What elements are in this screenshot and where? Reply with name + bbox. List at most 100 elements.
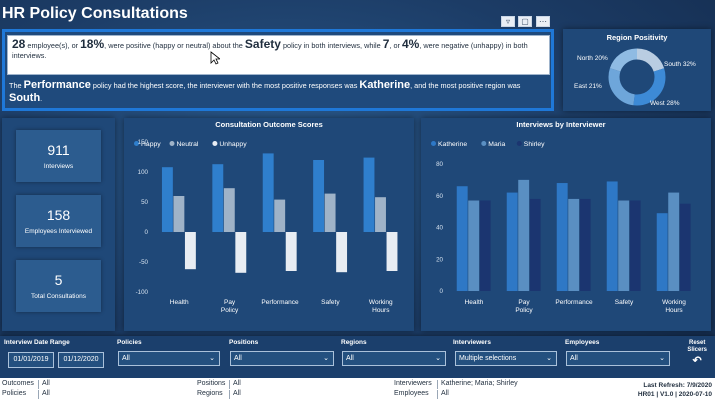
legend-swatch-shirley[interactable] [516,141,522,146]
slicer-bar: Interview Date Range 01/01/2019 01/12/20… [0,336,715,378]
bar-katherine-4[interactable] [656,213,668,291]
footer-divider [38,380,39,389]
bar-katherine-2[interactable] [556,183,568,291]
footer-positions-value: All [233,380,241,387]
footer-interviewers-value: Katherine; Maria; Shirley [441,380,518,387]
legend-swatch-katherine[interactable] [431,141,436,146]
donut-slice-west[interactable] [608,48,666,106]
donut-slice-east[interactable] [608,48,666,106]
policies-dropdown[interactable]: All ⌄ [118,351,220,366]
bar-neutral-0[interactable] [173,196,185,232]
interviewers-dropdown[interactable]: Multiple selections ⌄ [455,351,557,366]
bar-maria-4[interactable] [668,192,680,291]
category-label: Pay [224,299,236,306]
page-title: HR Policy Consultations [2,5,188,22]
bar-happy-4[interactable] [363,157,375,232]
bar-shirley-2[interactable] [579,198,591,291]
donut-label-north: North 20% [577,55,608,62]
report-version: HR01 | V1.0 | 2020-07-10 [637,391,712,398]
bar-katherine-0[interactable] [456,186,468,291]
date-end-input[interactable]: 01/12/2020 [58,352,104,368]
filter-summary-footer: Outcomes All Policies All Positions All … [0,378,715,402]
bar-shirley-3[interactable] [629,200,641,291]
legend-label-maria[interactable]: Maria [488,141,505,148]
summary-narrative-card: 28 employee(s), or 18%, were positive (h… [2,29,554,111]
donut-slice-south[interactable] [608,48,666,106]
interviews-by-interviewer-panel: Interviews by Interviewer Katherine Maria… [421,118,711,331]
bar-happy-1[interactable] [212,164,224,232]
undo-arrow-icon: ↶ [692,355,702,367]
y-tick-label: 0 [145,229,149,236]
bar-happy-0[interactable] [161,167,173,232]
legend-swatch-happy[interactable] [134,141,139,146]
employees-dropdown[interactable]: All ⌄ [566,351,670,366]
bar-neutral-4[interactable] [375,197,386,232]
bar-neutral-1[interactable] [223,188,235,232]
reset-slicers-button[interactable]: Reset Slicers ↶ [687,340,707,368]
filter-icon[interactable]: ▿ [501,16,515,27]
bar-maria-3[interactable] [618,200,630,291]
bar-unhappy-3[interactable] [336,232,348,273]
bar-unhappy-4[interactable] [386,232,398,271]
interviewers-dropdown-value: Multiple selections [459,355,517,362]
positions-slicer-label: Positions [229,339,259,346]
top-interviewer: Katherine [359,79,411,91]
legend-label-happy[interactable]: Happy [141,141,161,148]
policies-slicer-label: Policies [117,339,142,346]
negative-count: 7 [382,37,390,51]
bar-maria-0[interactable] [468,200,480,291]
footer-policies-value: All [42,390,50,397]
positive-pct: 18% [80,37,105,51]
donut-label-south: South 32% [664,61,696,68]
category-label: Safety [615,299,634,306]
bar-unhappy-2[interactable] [285,232,297,271]
kpi-consultations-card[interactable]: 5 Total Consultations [16,260,101,312]
kpi-employees-card[interactable]: 158 Employees Interviewed [16,195,101,247]
bar-neutral-3[interactable] [324,193,336,232]
footer-divider [229,380,230,389]
bar-shirley-1[interactable] [529,198,541,291]
y-tick-label: -50 [139,259,149,266]
kpi-consultations-label: Total Consultations [31,293,86,300]
bar-katherine-3[interactable] [606,181,618,291]
bar-shirley-0[interactable] [479,200,491,291]
bar-unhappy-1[interactable] [235,232,247,273]
category-label: Pay [518,299,530,306]
bar-katherine-1[interactable] [506,192,518,291]
bar-happy-2[interactable] [262,153,274,232]
legend-label-katherine[interactable]: Katherine [438,141,467,148]
footer-positions-label: Positions [197,380,226,387]
bar-shirley-4[interactable] [679,203,691,291]
bar-maria-1[interactable] [518,179,530,291]
positions-dropdown[interactable]: All ⌄ [230,351,334,366]
kpi-employees-value: 158 [46,207,71,223]
focus-mode-icon[interactable]: ▢ [518,16,532,27]
bar-neutral-2[interactable] [274,199,286,232]
legend-label-neutral[interactable]: Neutral [177,141,199,148]
legend-label-unhappy[interactable]: Unhappy [219,141,247,148]
regions-dropdown[interactable]: All ⌄ [342,351,446,366]
kpi-panel: 911 Interviews 158 Employees Interviewed… [2,118,115,331]
more-options-icon[interactable]: ⋯ [536,16,550,27]
negative-pct: 4% [401,37,420,51]
y-tick-label: 40 [436,225,443,232]
summary-text: . [40,94,43,103]
bar-happy-3[interactable] [313,160,325,232]
kpi-interviews-value: 911 [47,142,70,158]
legend-swatch-maria[interactable] [481,141,487,146]
legend-swatch-neutral[interactable] [169,141,175,146]
donut-label-west: West 28% [650,100,680,107]
interviews-by-interviewer-chart: Interviews by Interviewer Katherine Maria… [431,120,691,314]
category-label: Performance [261,299,299,306]
regions-slicer-label: Regions [341,339,367,346]
kpi-interviews-card[interactable]: 911 Interviews [16,130,101,182]
summary-text: , and the most positive region was [410,81,521,90]
outcome-chart-title: Consultation Outcome Scores [215,120,323,129]
legend-label-shirley[interactable]: Shirley [524,141,545,148]
date-start-input[interactable]: 01/01/2019 [8,352,54,368]
footer-employees-value: All [441,390,449,397]
bar-unhappy-0[interactable] [184,232,196,270]
bar-maria-2[interactable] [568,198,580,291]
y-tick-label: 80 [436,161,443,168]
legend-swatch-unhappy[interactable] [212,141,218,146]
